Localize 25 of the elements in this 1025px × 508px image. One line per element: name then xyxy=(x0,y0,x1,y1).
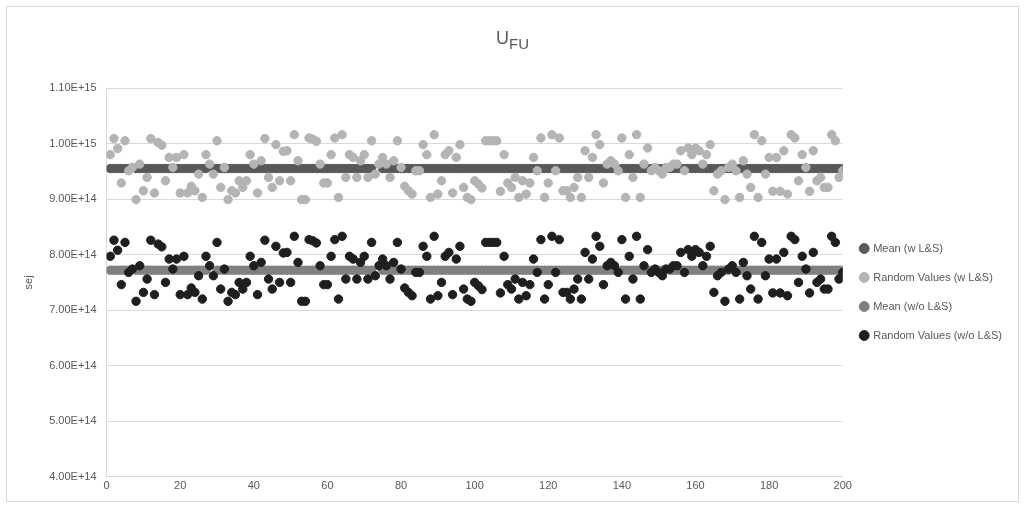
y-tick-label: 9.00E+14 xyxy=(49,192,97,205)
x-tick-label: 140 xyxy=(612,479,632,492)
x-tick-label: 40 xyxy=(247,479,260,492)
y-tick-label: 8.00E+14 xyxy=(49,247,97,260)
y-tick-label: 1.10E+15 xyxy=(49,81,97,94)
x-tick-label: 200 xyxy=(833,479,852,492)
legend-label: Random Values (w/o L&S) xyxy=(873,328,1003,341)
legend-label: Mean (w/o L&S) xyxy=(873,299,953,312)
y-tick-label: 7.00E+14 xyxy=(49,303,97,316)
y-tick-label: 1.00E+15 xyxy=(49,136,97,149)
legend-label: Mean (w L&S) xyxy=(873,241,943,254)
y-tick-label: 6.00E+14 xyxy=(49,358,97,371)
x-tick-label: 160 xyxy=(686,479,705,492)
x-tick-label: 60 xyxy=(321,479,334,492)
y-axis-title: sej xyxy=(21,275,34,290)
y-tick-label: 5.00E+14 xyxy=(49,414,97,427)
x-tick-label: 20 xyxy=(174,479,187,492)
x-tick-label: 100 xyxy=(465,479,484,492)
x-tick-label: 0 xyxy=(103,479,110,492)
x-tick-label: 180 xyxy=(759,479,779,492)
x-tick-label: 80 xyxy=(394,479,408,492)
x-tick-label: 120 xyxy=(539,479,558,492)
chart-title: U$_{FU}$ xyxy=(495,28,530,52)
legend-label: Random Values (w L&S) xyxy=(873,270,993,283)
y-tick-label: 4.00E+14 xyxy=(49,469,97,482)
